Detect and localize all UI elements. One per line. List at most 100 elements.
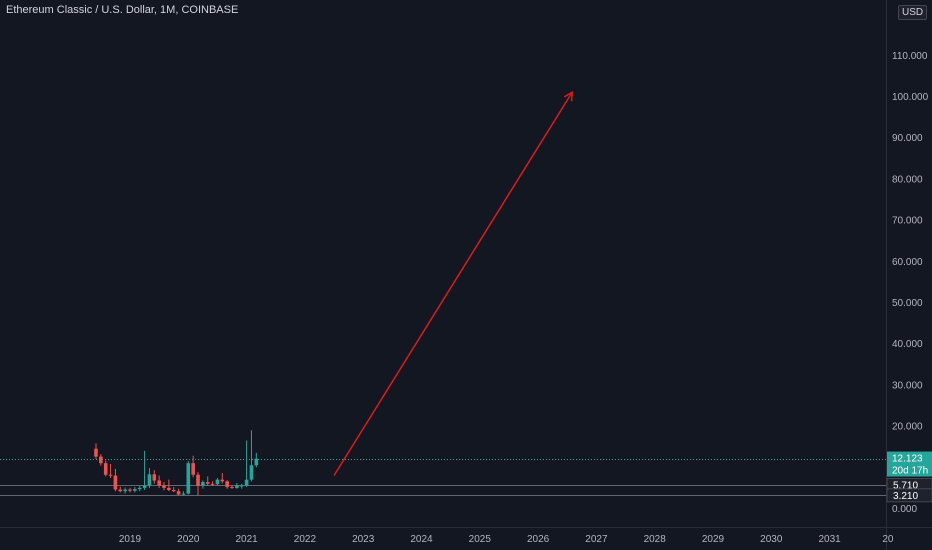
candle-body bbox=[162, 485, 166, 488]
level-badge-value: 3.210 bbox=[893, 491, 918, 502]
candle-body bbox=[230, 487, 234, 489]
candle-body bbox=[99, 456, 103, 464]
candle-body bbox=[152, 474, 157, 481]
candle bbox=[128, 487, 132, 493]
candle bbox=[181, 491, 186, 496]
candle-body bbox=[176, 491, 181, 495]
time-tick-label: 2026 bbox=[527, 534, 550, 545]
candle-body bbox=[249, 465, 254, 480]
trend-arrow-head bbox=[563, 91, 573, 102]
time-axis[interactable]: 2019 2020 2021 2022 2023 2024 2025 2026 2027 2028… bbox=[119, 534, 894, 545]
candle bbox=[235, 482, 239, 489]
price-tick-label: 100.000 bbox=[892, 92, 929, 103]
candle bbox=[108, 464, 113, 479]
candle bbox=[142, 450, 147, 490]
symbol-title: Ethereum Classic / U.S. Dollar, 1M, COIN… bbox=[6, 4, 239, 16]
time-tick-label: 2027 bbox=[585, 534, 608, 545]
price-tick-label: 0.000 bbox=[892, 504, 917, 515]
candle bbox=[186, 461, 191, 495]
candle bbox=[201, 480, 205, 489]
candle-body bbox=[191, 463, 195, 475]
time-tick-label: 2020 bbox=[177, 534, 200, 545]
candle-body bbox=[137, 487, 142, 490]
candle-body bbox=[171, 489, 176, 492]
candle-body bbox=[196, 474, 200, 486]
candle-body bbox=[128, 489, 132, 491]
time-tick-label: 2021 bbox=[235, 534, 258, 545]
horizontal-levels bbox=[0, 485, 886, 496]
currency-selector[interactable]: USD bbox=[898, 5, 928, 20]
candle bbox=[162, 482, 166, 491]
candle-body bbox=[215, 479, 220, 485]
candle bbox=[147, 468, 152, 488]
candle-body bbox=[254, 458, 259, 466]
last-price-badge bbox=[887, 451, 932, 477]
candle-body bbox=[113, 475, 118, 490]
candle bbox=[220, 473, 225, 484]
candle-body bbox=[220, 479, 225, 482]
candle bbox=[99, 454, 103, 466]
candle bbox=[152, 470, 157, 484]
candle-body bbox=[167, 487, 171, 490]
price-tick-label: 40.000 bbox=[892, 339, 923, 350]
price-tick-label: 20.000 bbox=[892, 422, 923, 433]
candle-body bbox=[244, 479, 249, 486]
time-tick-label: 20 bbox=[882, 534, 894, 545]
candle-body bbox=[201, 482, 205, 486]
time-tick-label: 2023 bbox=[352, 534, 375, 545]
candle bbox=[167, 479, 171, 492]
time-tick-label: 2024 bbox=[410, 534, 433, 545]
candle bbox=[230, 485, 234, 489]
candle bbox=[239, 483, 244, 489]
bar-countdown: 20d 17h bbox=[892, 466, 928, 477]
time-tick-label: 2022 bbox=[294, 534, 317, 545]
price-tick-label: 80.000 bbox=[892, 174, 923, 185]
candle-body bbox=[225, 481, 229, 488]
time-tick-label: 2025 bbox=[469, 534, 492, 545]
candle bbox=[225, 480, 229, 489]
candle bbox=[176, 488, 181, 496]
candle bbox=[205, 476, 210, 486]
candle-body bbox=[186, 463, 191, 494]
candle bbox=[249, 430, 254, 482]
level-badge-value: 5.710 bbox=[893, 480, 918, 491]
candle-body bbox=[205, 482, 210, 484]
trend-arrow-line[interactable] bbox=[333, 91, 573, 476]
level-badge bbox=[886, 488, 932, 503]
candle-body bbox=[147, 474, 152, 486]
price-axis[interactable]: 0.00010.00020.00030.00040.00050.00060.00… bbox=[892, 51, 929, 515]
candle bbox=[113, 468, 118, 492]
time-tick-label: 2029 bbox=[702, 534, 725, 545]
candle bbox=[133, 487, 137, 493]
candle-body bbox=[133, 489, 137, 491]
time-tick-label: 2030 bbox=[760, 534, 783, 545]
price-tick-label: 110.000 bbox=[892, 51, 928, 62]
price-tick-label: 90.000 bbox=[892, 133, 923, 144]
candle bbox=[123, 487, 127, 494]
trend-arrow[interactable] bbox=[333, 91, 573, 476]
candle bbox=[196, 472, 200, 496]
candle bbox=[157, 475, 161, 488]
price-tick-label: 60.000 bbox=[892, 257, 923, 268]
last-price-value: 12.123 bbox=[892, 454, 923, 465]
time-tick-label: 2019 bbox=[119, 534, 142, 545]
price-tick-label: 30.000 bbox=[892, 380, 923, 391]
time-tick-label: 2031 bbox=[818, 534, 841, 545]
candle bbox=[191, 455, 195, 478]
candle bbox=[137, 485, 142, 492]
candle-body bbox=[118, 489, 123, 492]
candle bbox=[171, 487, 176, 493]
time-tick-label: 2028 bbox=[644, 534, 667, 545]
candle-body bbox=[108, 474, 113, 476]
candle-body bbox=[210, 483, 215, 485]
candle bbox=[254, 452, 259, 468]
candles bbox=[94, 430, 259, 496]
candle bbox=[244, 440, 249, 488]
candle bbox=[210, 481, 215, 486]
candle-body bbox=[239, 485, 244, 487]
price-tick-label: 70.000 bbox=[892, 216, 923, 227]
candle bbox=[94, 443, 98, 460]
candle-body bbox=[181, 493, 186, 495]
